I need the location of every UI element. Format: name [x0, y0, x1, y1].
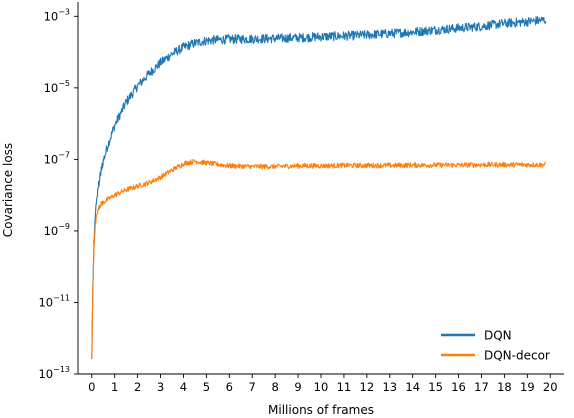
y-tick-label: 10−7	[44, 150, 70, 166]
y-axis-label: Covariance loss	[1, 143, 15, 237]
x-tick-label: 9	[294, 380, 301, 394]
series-line-dqn	[91, 15, 547, 360]
y-tick-label: 10−9	[44, 222, 70, 238]
legend-label-dqn: DQN	[484, 329, 512, 343]
x-tick-label: 10	[314, 380, 329, 394]
y-tick-label: 10−11	[38, 293, 70, 309]
x-tick-label: 12	[360, 380, 375, 394]
y-tick-label: 10−5	[44, 79, 70, 95]
x-tick-label: 13	[382, 380, 397, 394]
x-tick-label: 18	[497, 380, 512, 394]
x-tick-label: 15	[428, 380, 443, 394]
legend-frame	[430, 318, 568, 366]
x-tick-label: 8	[271, 380, 278, 394]
y-tick-label: 10−3	[44, 7, 70, 23]
x-tick-label: 7	[249, 380, 256, 394]
x-tick-label: 3	[157, 380, 164, 394]
x-tick-label: 4	[180, 380, 187, 394]
legend: DQN DQN-decor	[430, 318, 568, 366]
x-tick-label: 5	[203, 380, 210, 394]
x-tick-label: 14	[405, 380, 420, 394]
series-layer	[91, 15, 547, 360]
series-line-dqn-decor	[91, 158, 547, 359]
x-tick-label: 0	[88, 380, 95, 394]
x-tick-label: 20	[543, 380, 558, 394]
legend-label-dqn-decor: DQN-decor	[484, 349, 550, 363]
x-tick-label: 19	[520, 380, 535, 394]
x-tick-label: 1	[111, 380, 118, 394]
x-axis-label: Millions of frames	[268, 403, 374, 417]
x-tick-label: 16	[451, 380, 466, 394]
x-tick-label: 6	[226, 380, 233, 394]
x-tick-label: 2	[134, 380, 141, 394]
x-tick-label: 17	[474, 380, 489, 394]
x-tick-label: 11	[337, 380, 352, 394]
y-tick-label: 10−13	[38, 365, 70, 381]
axes: 0 1 2 3 4 5 6 7 8 9 10 11 12 13 14 15 16 17 18 19 2010−310−5…	[38, 2, 564, 394]
